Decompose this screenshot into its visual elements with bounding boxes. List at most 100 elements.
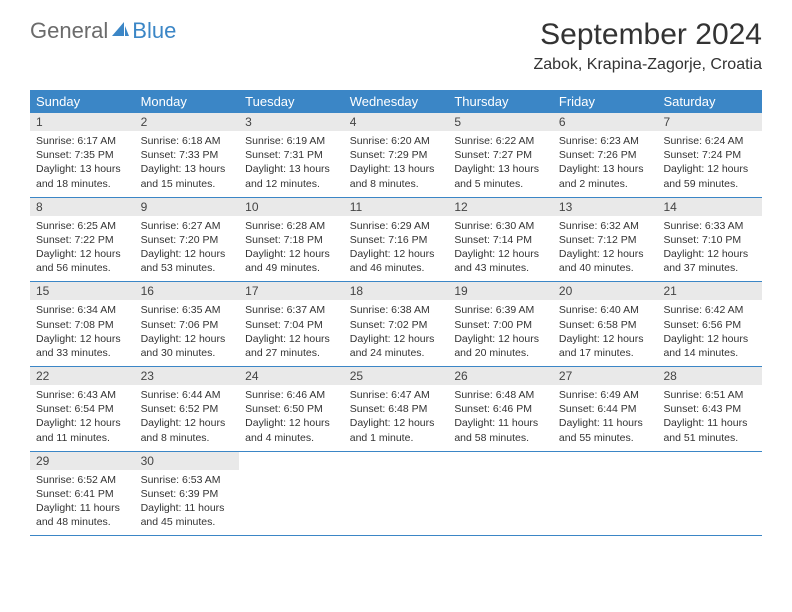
day-number: 9	[135, 198, 240, 216]
day-number: 1	[30, 113, 135, 131]
day-number: 24	[239, 367, 344, 385]
day-details: Sunrise: 6:19 AMSunset: 7:31 PMDaylight:…	[239, 131, 344, 191]
day-details: Sunrise: 6:17 AMSunset: 7:35 PMDaylight:…	[30, 131, 135, 191]
day-cell: 1Sunrise: 6:17 AMSunset: 7:35 PMDaylight…	[30, 113, 135, 197]
location: Zabok, Krapina-Zagorje, Croatia	[533, 56, 762, 74]
day-cell: 28Sunrise: 6:51 AMSunset: 6:43 PMDayligh…	[657, 367, 762, 451]
day-number: 20	[553, 282, 658, 300]
day-cell: 11Sunrise: 6:29 AMSunset: 7:16 PMDayligh…	[344, 198, 449, 282]
calendar: SundayMondayTuesdayWednesdayThursdayFrid…	[30, 90, 762, 536]
day-details: Sunrise: 6:25 AMSunset: 7:22 PMDaylight:…	[30, 216, 135, 276]
dow-wednesday: Wednesday	[344, 90, 449, 113]
day-number: 30	[135, 452, 240, 470]
day-cell: 21Sunrise: 6:42 AMSunset: 6:56 PMDayligh…	[657, 282, 762, 366]
day-details: Sunrise: 6:22 AMSunset: 7:27 PMDaylight:…	[448, 131, 553, 191]
day-details: Sunrise: 6:43 AMSunset: 6:54 PMDaylight:…	[30, 385, 135, 445]
day-number: 5	[448, 113, 553, 131]
day-number: 27	[553, 367, 658, 385]
day-details: Sunrise: 6:49 AMSunset: 6:44 PMDaylight:…	[553, 385, 658, 445]
day-cell: 18Sunrise: 6:38 AMSunset: 7:02 PMDayligh…	[344, 282, 449, 366]
day-details: Sunrise: 6:40 AMSunset: 6:58 PMDaylight:…	[553, 300, 658, 360]
dow-saturday: Saturday	[657, 90, 762, 113]
weeks-container: 1Sunrise: 6:17 AMSunset: 7:35 PMDaylight…	[30, 113, 762, 536]
day-number: 4	[344, 113, 449, 131]
day-cell: 26Sunrise: 6:48 AMSunset: 6:46 PMDayligh…	[448, 367, 553, 451]
day-details: Sunrise: 6:42 AMSunset: 6:56 PMDaylight:…	[657, 300, 762, 360]
header: General Blue September 2024 Zabok, Krapi…	[0, 0, 792, 80]
day-details: Sunrise: 6:44 AMSunset: 6:52 PMDaylight:…	[135, 385, 240, 445]
day-details: Sunrise: 6:52 AMSunset: 6:41 PMDaylight:…	[30, 470, 135, 530]
month-title: September 2024	[533, 18, 762, 52]
day-cell: 3Sunrise: 6:19 AMSunset: 7:31 PMDaylight…	[239, 113, 344, 197]
day-cell: 15Sunrise: 6:34 AMSunset: 7:08 PMDayligh…	[30, 282, 135, 366]
brand-part1: General	[30, 18, 108, 44]
day-cell: 24Sunrise: 6:46 AMSunset: 6:50 PMDayligh…	[239, 367, 344, 451]
day-cell	[553, 452, 658, 536]
day-details: Sunrise: 6:18 AMSunset: 7:33 PMDaylight:…	[135, 131, 240, 191]
day-cell	[344, 452, 449, 536]
day-cell: 16Sunrise: 6:35 AMSunset: 7:06 PMDayligh…	[135, 282, 240, 366]
day-number: 15	[30, 282, 135, 300]
day-number: 7	[657, 113, 762, 131]
dow-friday: Friday	[553, 90, 658, 113]
day-number: 25	[344, 367, 449, 385]
day-cell: 12Sunrise: 6:30 AMSunset: 7:14 PMDayligh…	[448, 198, 553, 282]
day-number: 29	[30, 452, 135, 470]
week-row: 1Sunrise: 6:17 AMSunset: 7:35 PMDaylight…	[30, 113, 762, 198]
day-cell: 19Sunrise: 6:39 AMSunset: 7:00 PMDayligh…	[448, 282, 553, 366]
day-details: Sunrise: 6:30 AMSunset: 7:14 PMDaylight:…	[448, 216, 553, 276]
brand-sail-icon	[110, 20, 130, 43]
day-number: 17	[239, 282, 344, 300]
day-cell: 20Sunrise: 6:40 AMSunset: 6:58 PMDayligh…	[553, 282, 658, 366]
day-details: Sunrise: 6:38 AMSunset: 7:02 PMDaylight:…	[344, 300, 449, 360]
day-number: 26	[448, 367, 553, 385]
day-number: 10	[239, 198, 344, 216]
day-cell: 23Sunrise: 6:44 AMSunset: 6:52 PMDayligh…	[135, 367, 240, 451]
day-number: 16	[135, 282, 240, 300]
day-cell: 14Sunrise: 6:33 AMSunset: 7:10 PMDayligh…	[657, 198, 762, 282]
week-row: 8Sunrise: 6:25 AMSunset: 7:22 PMDaylight…	[30, 198, 762, 283]
day-cell	[657, 452, 762, 536]
week-row: 29Sunrise: 6:52 AMSunset: 6:41 PMDayligh…	[30, 452, 762, 537]
title-block: September 2024 Zabok, Krapina-Zagorje, C…	[533, 18, 762, 74]
day-number: 11	[344, 198, 449, 216]
day-cell: 6Sunrise: 6:23 AMSunset: 7:26 PMDaylight…	[553, 113, 658, 197]
day-details: Sunrise: 6:37 AMSunset: 7:04 PMDaylight:…	[239, 300, 344, 360]
day-details: Sunrise: 6:47 AMSunset: 6:48 PMDaylight:…	[344, 385, 449, 445]
day-details: Sunrise: 6:39 AMSunset: 7:00 PMDaylight:…	[448, 300, 553, 360]
day-cell: 13Sunrise: 6:32 AMSunset: 7:12 PMDayligh…	[553, 198, 658, 282]
dow-tuesday: Tuesday	[239, 90, 344, 113]
day-number: 3	[239, 113, 344, 131]
day-number: 28	[657, 367, 762, 385]
dow-thursday: Thursday	[448, 90, 553, 113]
day-number: 21	[657, 282, 762, 300]
day-number: 8	[30, 198, 135, 216]
week-row: 15Sunrise: 6:34 AMSunset: 7:08 PMDayligh…	[30, 282, 762, 367]
day-details: Sunrise: 6:32 AMSunset: 7:12 PMDaylight:…	[553, 216, 658, 276]
day-cell: 10Sunrise: 6:28 AMSunset: 7:18 PMDayligh…	[239, 198, 344, 282]
day-details: Sunrise: 6:20 AMSunset: 7:29 PMDaylight:…	[344, 131, 449, 191]
day-number: 14	[657, 198, 762, 216]
day-cell: 5Sunrise: 6:22 AMSunset: 7:27 PMDaylight…	[448, 113, 553, 197]
day-cell	[239, 452, 344, 536]
day-number: 22	[30, 367, 135, 385]
day-details: Sunrise: 6:51 AMSunset: 6:43 PMDaylight:…	[657, 385, 762, 445]
day-cell: 17Sunrise: 6:37 AMSunset: 7:04 PMDayligh…	[239, 282, 344, 366]
day-cell: 22Sunrise: 6:43 AMSunset: 6:54 PMDayligh…	[30, 367, 135, 451]
day-number: 19	[448, 282, 553, 300]
week-row: 22Sunrise: 6:43 AMSunset: 6:54 PMDayligh…	[30, 367, 762, 452]
day-number: 2	[135, 113, 240, 131]
day-details: Sunrise: 6:33 AMSunset: 7:10 PMDaylight:…	[657, 216, 762, 276]
day-number: 12	[448, 198, 553, 216]
dow-sunday: Sunday	[30, 90, 135, 113]
day-details: Sunrise: 6:27 AMSunset: 7:20 PMDaylight:…	[135, 216, 240, 276]
brand-part2: Blue	[132, 18, 176, 44]
dow-row: SundayMondayTuesdayWednesdayThursdayFrid…	[30, 90, 762, 113]
day-details: Sunrise: 6:48 AMSunset: 6:46 PMDaylight:…	[448, 385, 553, 445]
day-cell: 27Sunrise: 6:49 AMSunset: 6:44 PMDayligh…	[553, 367, 658, 451]
day-details: Sunrise: 6:28 AMSunset: 7:18 PMDaylight:…	[239, 216, 344, 276]
day-details: Sunrise: 6:53 AMSunset: 6:39 PMDaylight:…	[135, 470, 240, 530]
day-details: Sunrise: 6:23 AMSunset: 7:26 PMDaylight:…	[553, 131, 658, 191]
day-cell: 30Sunrise: 6:53 AMSunset: 6:39 PMDayligh…	[135, 452, 240, 536]
day-details: Sunrise: 6:34 AMSunset: 7:08 PMDaylight:…	[30, 300, 135, 360]
